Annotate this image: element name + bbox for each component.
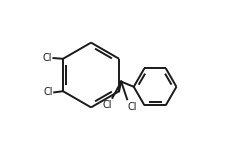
Text: Cl: Cl [128, 102, 137, 112]
Text: Cl: Cl [102, 100, 112, 110]
Text: Cl: Cl [43, 53, 52, 63]
Text: Cl: Cl [43, 87, 53, 97]
